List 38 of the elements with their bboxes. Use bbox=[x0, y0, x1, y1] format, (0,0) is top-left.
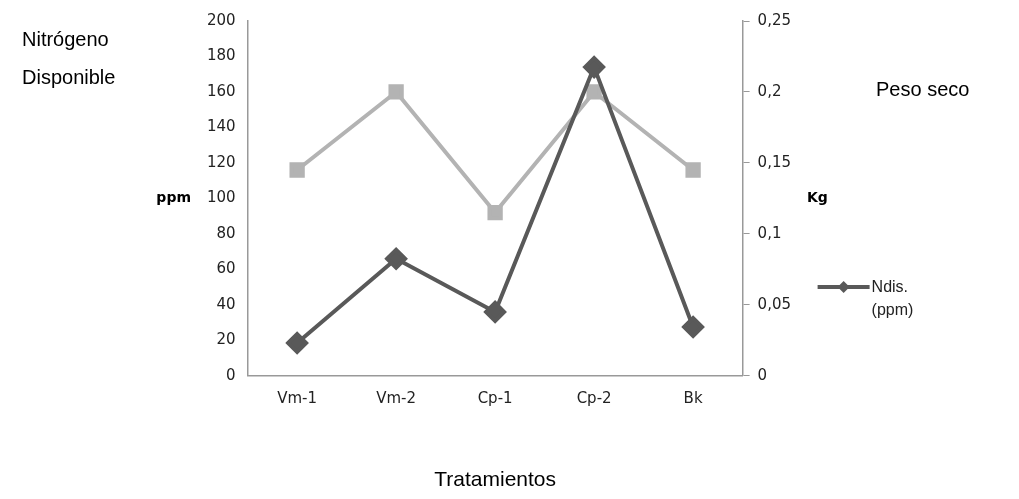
y2-tick-label: 0,1 bbox=[757, 223, 782, 242]
y-tick-label: 180 bbox=[206, 46, 236, 65]
point bbox=[385, 247, 408, 270]
point bbox=[586, 84, 602, 100]
y-tick-label: 120 bbox=[206, 152, 236, 171]
point bbox=[484, 300, 507, 323]
y2-tick-label: 0,05 bbox=[757, 294, 792, 313]
x-tick-label: Vm-1 bbox=[277, 388, 318, 407]
y-tick-label: 20 bbox=[216, 330, 236, 349]
legend-label: Ndis. (ppm) bbox=[871, 277, 914, 318]
y-tick-label: 100 bbox=[206, 188, 236, 207]
y-tick-label: 200 bbox=[206, 10, 236, 29]
point bbox=[583, 56, 606, 79]
text: Nitrógeno Disponible bbox=[22, 27, 117, 90]
text: Peso seco bbox=[876, 77, 971, 102]
y-axis-title: ppm bbox=[156, 189, 191, 206]
point bbox=[388, 84, 404, 100]
point bbox=[682, 316, 705, 339]
x-axis-title: Tratamientos bbox=[434, 467, 556, 491]
y2-tick-label: 0,25 bbox=[757, 10, 792, 29]
x-tick-label: Cp-2 bbox=[576, 388, 612, 407]
y2-axis-title: Kg bbox=[807, 189, 828, 206]
x-tick-label: Bk bbox=[683, 388, 703, 407]
y-tick-label: 0 bbox=[226, 365, 236, 384]
y-tick-label: 160 bbox=[206, 81, 236, 100]
y2-tick-label: 0,2 bbox=[757, 81, 782, 100]
x-tick-label: Vm-2 bbox=[376, 388, 417, 407]
point bbox=[286, 331, 309, 354]
point bbox=[289, 162, 305, 178]
y2-tick-label: 0 bbox=[757, 365, 768, 384]
y2-tick-label: 0,15 bbox=[757, 152, 792, 171]
y-tick-label: 80 bbox=[216, 223, 236, 242]
point bbox=[685, 162, 701, 178]
x-tick-label: Cp-1 bbox=[477, 388, 513, 407]
y-tick-label: 140 bbox=[206, 117, 236, 136]
y-tick-label: 40 bbox=[216, 294, 236, 313]
point bbox=[487, 204, 503, 221]
y-tick-label: 60 bbox=[216, 259, 236, 278]
